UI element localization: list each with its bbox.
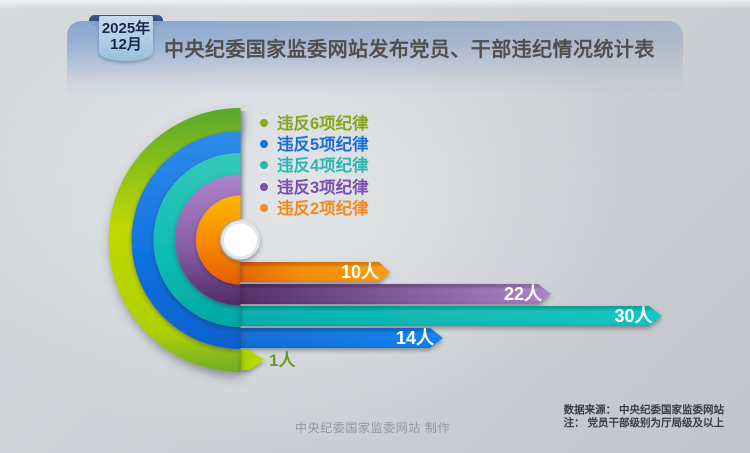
svg-text:30人: 30人	[614, 306, 653, 326]
svg-text:14人: 14人	[396, 328, 435, 348]
svg-text:22人: 22人	[504, 284, 543, 304]
svg-text:1人: 1人	[269, 351, 296, 370]
svg-text:10人: 10人	[341, 262, 380, 282]
